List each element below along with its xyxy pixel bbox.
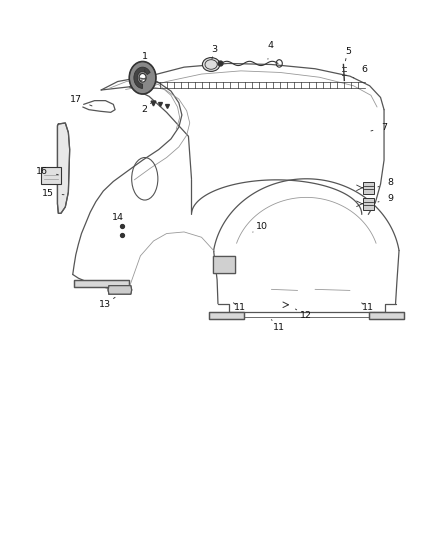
Polygon shape	[57, 123, 70, 213]
Polygon shape	[108, 286, 132, 294]
Text: 5: 5	[345, 47, 351, 61]
Polygon shape	[209, 312, 244, 319]
Text: 15: 15	[42, 189, 64, 198]
Text: 11: 11	[233, 303, 246, 312]
Text: 9: 9	[378, 194, 393, 203]
Text: 4: 4	[268, 42, 273, 59]
Text: 11: 11	[272, 320, 285, 332]
Text: 8: 8	[378, 178, 393, 187]
FancyBboxPatch shape	[363, 182, 374, 193]
Text: 13: 13	[99, 297, 115, 309]
Text: 12: 12	[295, 309, 311, 320]
FancyBboxPatch shape	[41, 166, 61, 183]
FancyBboxPatch shape	[363, 198, 374, 209]
Ellipse shape	[202, 58, 220, 71]
Polygon shape	[213, 256, 236, 273]
Wedge shape	[134, 67, 150, 88]
Polygon shape	[369, 312, 404, 319]
Text: 1: 1	[142, 52, 148, 72]
Text: 17: 17	[70, 94, 92, 106]
Text: 7: 7	[371, 123, 387, 132]
Text: 11: 11	[361, 303, 374, 312]
Text: 14: 14	[112, 213, 124, 227]
Wedge shape	[130, 62, 155, 94]
Text: 2: 2	[142, 103, 151, 114]
Polygon shape	[74, 280, 130, 287]
Text: 16: 16	[36, 167, 58, 176]
Text: 3: 3	[212, 45, 218, 59]
Text: 10: 10	[253, 222, 268, 232]
Text: 6: 6	[353, 66, 367, 78]
